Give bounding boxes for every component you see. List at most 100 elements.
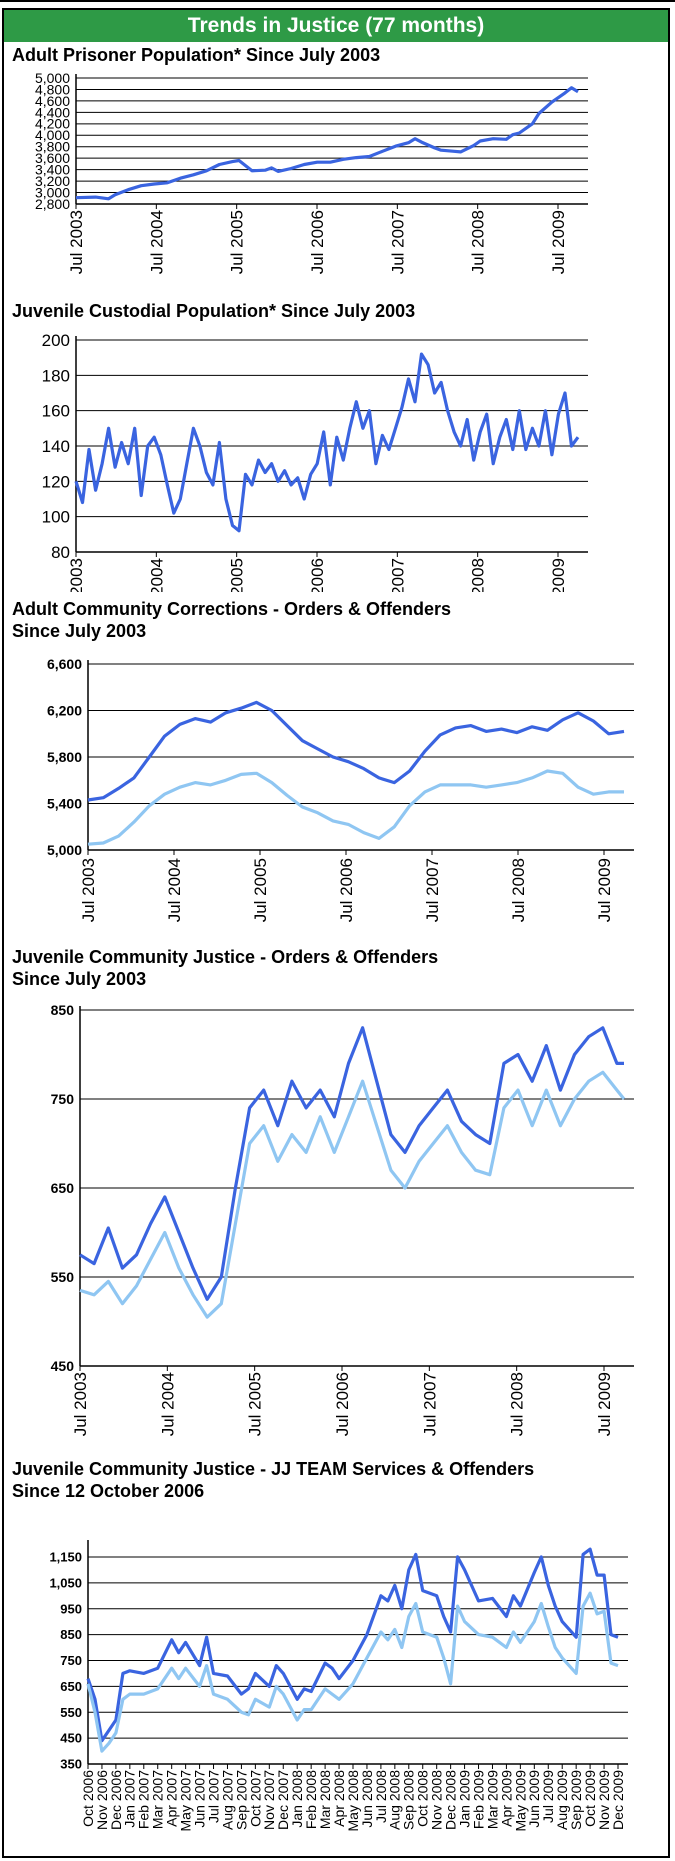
x-tick-label: Dec 2008 bbox=[443, 1770, 459, 1830]
x-tick-label: Jul 2007 bbox=[205, 1770, 221, 1823]
x-tick-label: Jun 2008 bbox=[359, 1770, 375, 1828]
y-tick-label: 4,800 bbox=[35, 81, 70, 97]
x-tick-label: Mar 2007 bbox=[150, 1770, 166, 1829]
y-tick-label: 3,800 bbox=[35, 139, 70, 155]
x-tick-label: Feb 2008 bbox=[303, 1770, 319, 1829]
y-tick-label: 1,050 bbox=[49, 1575, 82, 1590]
x-tick-label: Jul 2009 bbox=[549, 210, 568, 274]
x-tick-label: Jul 2006 bbox=[308, 210, 327, 274]
y-tick-label: 4,200 bbox=[35, 116, 70, 132]
x-tick-label: Aug 2009 bbox=[554, 1770, 570, 1830]
series-line-light bbox=[86, 1591, 619, 1753]
y-tick-label: 450 bbox=[51, 1358, 75, 1374]
y-tick-label: 140 bbox=[42, 437, 70, 456]
y-tick-label: 850 bbox=[51, 1002, 75, 1018]
x-tick-label: Nov 2006 bbox=[94, 1770, 110, 1830]
x-tick-label: Sep 2007 bbox=[233, 1770, 249, 1830]
y-tick-label: 5,800 bbox=[47, 749, 82, 765]
y-tick-label: 3,000 bbox=[35, 184, 70, 200]
y-tick-label: 650 bbox=[51, 1180, 75, 1196]
x-tick-label: Jan 2008 bbox=[289, 1770, 305, 1828]
x-tick-label: Jul 2005 bbox=[228, 210, 247, 274]
y-tick-label: 5,000 bbox=[35, 70, 70, 86]
y-tick-label: 3,600 bbox=[35, 150, 70, 166]
x-tick-label: Jul 2006 bbox=[337, 858, 356, 922]
x-tick-label: Jul 2004 bbox=[165, 858, 184, 922]
x-tick-label: Jul 2004 bbox=[158, 1372, 177, 1436]
x-tick-label: Jun 2009 bbox=[526, 1770, 542, 1828]
y-tick-label: 850 bbox=[60, 1627, 82, 1642]
x-tick-label: Jul 2006 bbox=[308, 558, 327, 592]
y-tick-label: 550 bbox=[51, 1269, 75, 1285]
y-tick-label: 750 bbox=[60, 1653, 82, 1668]
chart-title-line: Juvenile Community Justice - JJ TEAM Ser… bbox=[12, 1459, 535, 1479]
x-tick-label: Dec 2007 bbox=[275, 1770, 291, 1830]
x-tick-label: Sep 2008 bbox=[401, 1770, 417, 1830]
series-line-dark bbox=[74, 352, 580, 533]
x-tick-label: Jul 2008 bbox=[469, 558, 488, 592]
x-tick-label: Dec 2009 bbox=[610, 1770, 626, 1830]
x-tick-label: Jul 2003 bbox=[79, 858, 98, 922]
x-tick-label: Nov 2007 bbox=[261, 1770, 277, 1830]
y-tick-label: 5,400 bbox=[47, 795, 82, 811]
x-tick-label: Jan 2009 bbox=[456, 1770, 472, 1828]
y-tick-label: 200 bbox=[42, 331, 70, 350]
y-tick-label: 350 bbox=[60, 1757, 82, 1772]
chart-title-juvenile-community: Juvenile Community Justice - Orders & Of… bbox=[12, 946, 662, 990]
x-tick-label: Jul 2007 bbox=[420, 1372, 439, 1436]
x-tick-label: Oct 2007 bbox=[247, 1770, 263, 1827]
x-tick-label: Jul 2009 bbox=[540, 1770, 556, 1823]
x-tick-label: Apr 2008 bbox=[331, 1770, 347, 1827]
series-line-dark bbox=[87, 700, 625, 802]
y-tick-label: 6,600 bbox=[47, 656, 82, 672]
y-tick-label: 750 bbox=[51, 1091, 75, 1107]
x-tick-label: Feb 2009 bbox=[470, 1770, 486, 1829]
x-tick-label: Jul 2009 bbox=[595, 858, 614, 922]
x-tick-label: Oct 2008 bbox=[415, 1770, 431, 1827]
panel-banner: Trends in Justice (77 months) bbox=[4, 10, 668, 42]
x-tick-label: Jul 2005 bbox=[246, 1372, 265, 1436]
x-tick-label: Jul 2003 bbox=[67, 558, 86, 592]
y-tick-label: 550 bbox=[60, 1705, 82, 1720]
y-tick-label: 3,400 bbox=[35, 162, 70, 178]
x-tick-label: Apr 2009 bbox=[498, 1770, 514, 1827]
y-tick-label: 3,200 bbox=[35, 173, 70, 189]
x-tick-label: Jan 2007 bbox=[122, 1770, 138, 1828]
y-tick-label: 650 bbox=[60, 1679, 82, 1694]
y-tick-label: 80 bbox=[51, 543, 70, 562]
y-tick-label: 4,400 bbox=[35, 104, 70, 120]
x-tick-label: Mar 2008 bbox=[317, 1770, 333, 1829]
x-tick-label: May 2007 bbox=[178, 1770, 194, 1832]
series-line-light bbox=[79, 1070, 626, 1319]
x-tick-label: Aug 2008 bbox=[387, 1770, 403, 1830]
x-tick-label: May 2009 bbox=[512, 1770, 528, 1832]
x-tick-label: Jul 2004 bbox=[147, 558, 166, 592]
adult-prisoner-chart: 5,0004,8004,6004,4004,2004,0003,8003,600… bbox=[35, 70, 588, 274]
y-tick-label: 180 bbox=[42, 366, 70, 385]
x-tick-label: Jul 2003 bbox=[71, 1372, 90, 1436]
chart-title-line: Adult Community Corrections - Orders & O… bbox=[12, 599, 452, 619]
x-tick-label: Jul 2009 bbox=[549, 558, 568, 592]
x-tick-label: Jul 2007 bbox=[423, 858, 442, 922]
x-tick-label: Feb 2007 bbox=[136, 1770, 152, 1829]
chart-title-line: Since July 2003 bbox=[12, 621, 147, 641]
chart-title-adult-community: Adult Community Corrections - Orders & O… bbox=[12, 598, 662, 642]
x-tick-label: Nov 2008 bbox=[429, 1770, 445, 1830]
y-tick-label: 450 bbox=[60, 1731, 82, 1746]
chart-title-line: Juvenile Custodial Population* Since Jul… bbox=[12, 301, 416, 321]
chart-title-line: Juvenile Community Justice - Orders & Of… bbox=[12, 947, 439, 967]
x-tick-label: Jul 2007 bbox=[388, 558, 407, 592]
y-tick-label: 950 bbox=[60, 1601, 82, 1616]
y-tick-label: 4,000 bbox=[35, 127, 70, 143]
series-line-dark bbox=[75, 86, 579, 201]
series-line-dark bbox=[79, 1026, 624, 1301]
y-tick-label: 2,800 bbox=[35, 196, 70, 212]
x-tick-label: May 2008 bbox=[345, 1770, 361, 1832]
series-line-light bbox=[87, 769, 624, 846]
chart-title-jj-team: Juvenile Community Justice - JJ TEAM Ser… bbox=[12, 1458, 662, 1502]
chart-title-adult-prisoner: Adult Prisoner Population* Since July 20… bbox=[12, 44, 662, 66]
x-tick-label: Jul 2008 bbox=[469, 210, 488, 274]
